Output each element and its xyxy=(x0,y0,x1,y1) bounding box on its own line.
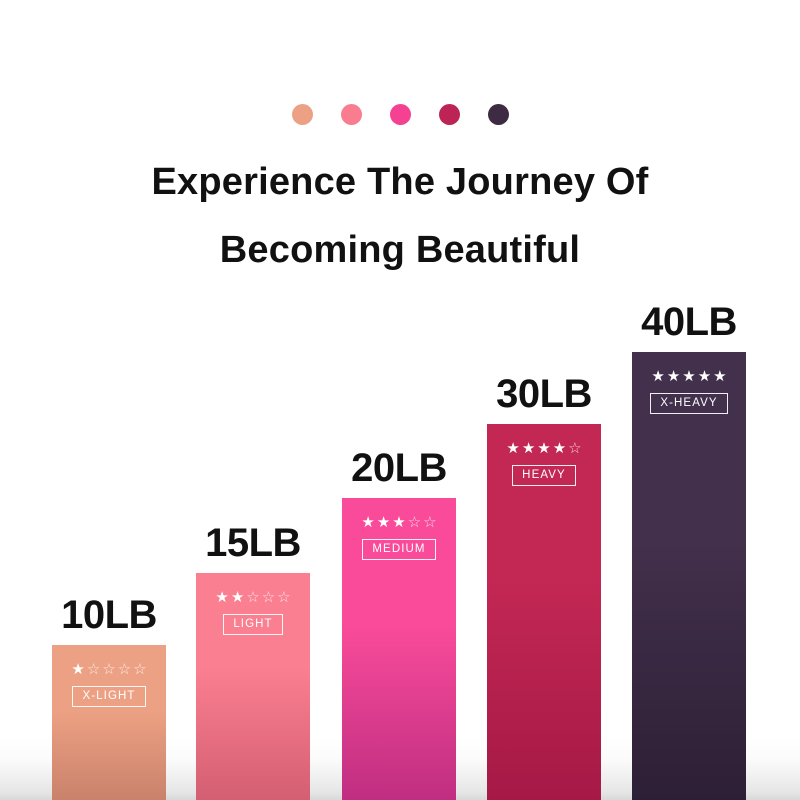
star-rating: ★ ☆ ☆ ☆ ☆ xyxy=(71,662,146,677)
color-swatch-row xyxy=(0,104,800,125)
bar-group-10lb[interactable]: 10LB ★ ☆ ☆ ☆ ☆ X-LIGHT xyxy=(52,0,166,800)
bar-weight-label: 10LB xyxy=(61,593,157,637)
star-filled-icon: ★ xyxy=(392,514,406,531)
bar-content: ★ ★ ★ ☆ ☆ MEDIUM xyxy=(342,498,456,560)
star-filled-icon: ★ xyxy=(697,368,712,385)
star-empty-icon: ☆ xyxy=(133,661,147,678)
star-empty-icon: ☆ xyxy=(261,589,276,606)
star-filled-icon: ★ xyxy=(71,661,85,678)
level-badge: LIGHT xyxy=(223,614,283,635)
level-badge: X-HEAVY xyxy=(650,393,728,414)
star-rating: ★ ★ ★ ★ ☆ xyxy=(506,441,581,456)
bar-rect[interactable]: ★ ★ ★ ★ ★ X-HEAVY xyxy=(632,352,746,800)
star-filled-icon: ★ xyxy=(506,440,520,457)
star-empty-icon: ☆ xyxy=(407,514,422,531)
bar-group-20lb[interactable]: 20LB ★ ★ ★ ☆ ☆ MEDIUM xyxy=(342,0,456,800)
star-rating: ★ ★ ☆ ☆ ☆ xyxy=(215,590,290,605)
headline-line-1: Experience The Journey Of xyxy=(151,161,649,203)
page-title: Experience The Journey Of Becoming Beaut… xyxy=(0,148,800,284)
dot-medium xyxy=(389,104,411,125)
bar-rect[interactable]: ★ ★ ☆ ☆ ☆ LIGHT xyxy=(196,573,310,800)
bar-group-30lb[interactable]: 30LB ★ ★ ★ ★ ☆ HEAVY xyxy=(487,0,601,800)
star-empty-icon: ☆ xyxy=(117,661,132,678)
star-empty-icon: ☆ xyxy=(277,589,291,606)
star-rating: ★ ★ ★ ☆ ☆ xyxy=(361,515,436,530)
star-filled-icon: ★ xyxy=(666,368,681,385)
star-filled-icon: ★ xyxy=(361,514,375,531)
star-empty-icon: ☆ xyxy=(102,661,116,678)
bar-weight-label: 15LB xyxy=(205,521,301,565)
star-empty-icon: ☆ xyxy=(86,661,101,678)
star-filled-icon: ★ xyxy=(215,589,229,606)
star-empty-icon: ☆ xyxy=(568,440,582,457)
dot-light xyxy=(340,104,362,125)
star-filled-icon: ★ xyxy=(713,368,727,385)
bar-content: ★ ★ ★ ★ ★ X-HEAVY xyxy=(632,352,746,414)
star-filled-icon: ★ xyxy=(651,368,665,385)
star-filled-icon: ★ xyxy=(537,440,551,457)
star-filled-icon: ★ xyxy=(682,368,696,385)
bar-content: ★ ★ ☆ ☆ ☆ LIGHT xyxy=(196,573,310,635)
star-empty-icon: ☆ xyxy=(246,589,260,606)
star-filled-icon: ★ xyxy=(521,440,536,457)
dot-x-light xyxy=(291,104,313,125)
level-badge: X-LIGHT xyxy=(72,686,146,707)
level-badge: HEAVY xyxy=(512,465,576,486)
bar-group-40lb[interactable]: 40LB ★ ★ ★ ★ ★ X-HEAVY xyxy=(632,0,746,800)
star-filled-icon: ★ xyxy=(230,589,245,606)
bar-rect[interactable]: ★ ★ ★ ☆ ☆ MEDIUM xyxy=(342,498,456,800)
star-empty-icon: ☆ xyxy=(423,514,437,531)
headline-line-2: Becoming Beautiful xyxy=(219,229,581,271)
bar-group-15lb[interactable]: 15LB ★ ★ ☆ ☆ ☆ LIGHT xyxy=(196,0,310,800)
level-badge: MEDIUM xyxy=(362,539,436,560)
dot-x-heavy xyxy=(487,104,509,125)
star-filled-icon: ★ xyxy=(376,514,391,531)
bar-rect[interactable]: ★ ★ ★ ★ ☆ HEAVY xyxy=(487,424,601,800)
bar-content: ★ ★ ★ ★ ☆ HEAVY xyxy=(487,424,601,486)
bar-weight-label: 40LB xyxy=(641,300,737,344)
bar-content: ★ ☆ ☆ ☆ ☆ X-LIGHT xyxy=(52,645,166,707)
star-filled-icon: ★ xyxy=(552,440,567,457)
bar-weight-label: 30LB xyxy=(496,372,592,416)
dot-heavy xyxy=(438,104,460,125)
bar-weight-label: 20LB xyxy=(351,446,447,490)
star-rating: ★ ★ ★ ★ ★ xyxy=(651,369,726,384)
bar-rect[interactable]: ★ ☆ ☆ ☆ ☆ X-LIGHT xyxy=(52,645,166,800)
